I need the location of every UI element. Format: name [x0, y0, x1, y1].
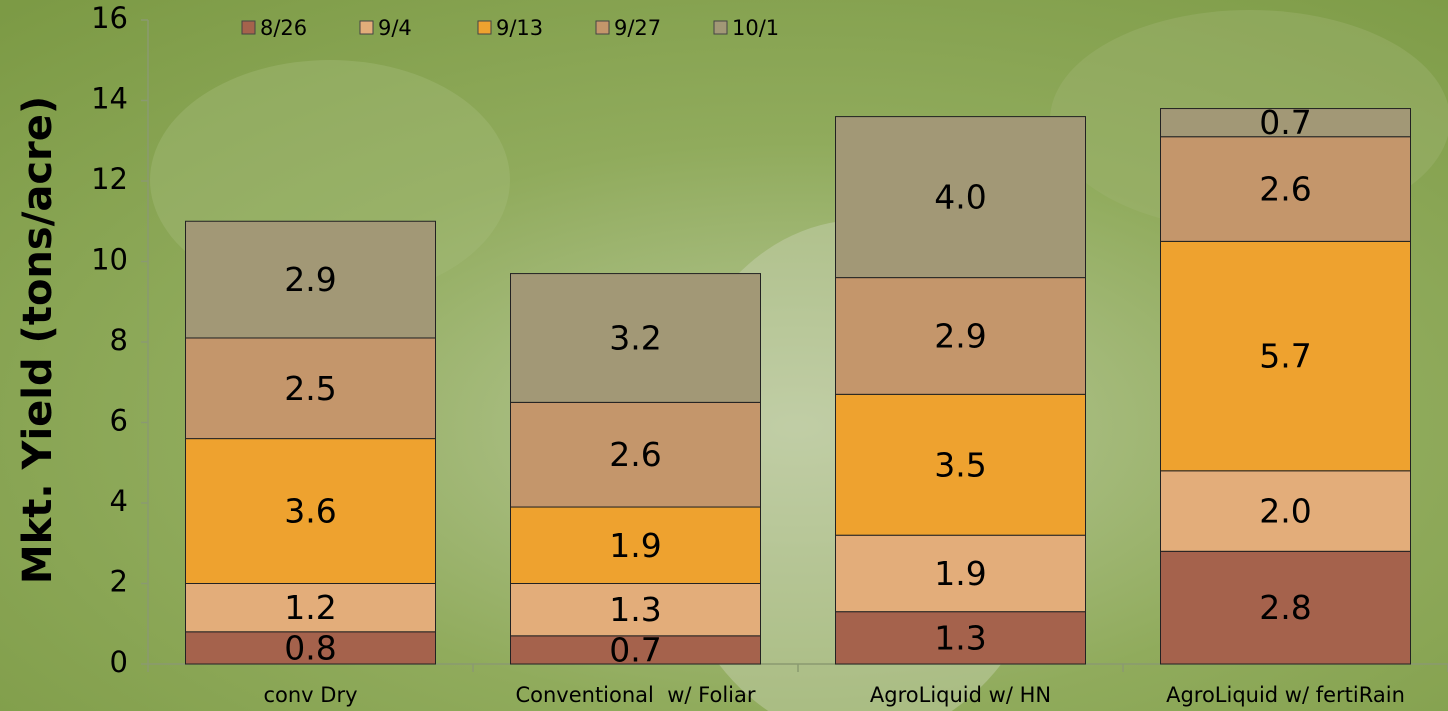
- y-tick-label: 16: [91, 1, 128, 35]
- x-tick-label: conv Dry: [263, 683, 357, 707]
- legend-swatch: [714, 21, 727, 34]
- data-label: 2.0: [1259, 492, 1311, 531]
- y-tick-label: 8: [110, 323, 128, 357]
- x-tick-label: Conventional w/ Foliar: [515, 683, 755, 707]
- data-label: 2.8: [1259, 588, 1311, 627]
- data-label: 2.5: [284, 369, 336, 408]
- legend-swatch: [596, 21, 609, 34]
- legend-swatch: [242, 21, 255, 34]
- legend-label: 9/4: [378, 16, 412, 40]
- data-label: 0.8: [284, 628, 336, 667]
- data-label: 3.6: [284, 492, 336, 531]
- data-label: 2.9: [284, 260, 336, 299]
- data-label: 2.6: [1259, 170, 1311, 209]
- data-label: 1.9: [609, 526, 661, 565]
- data-label: 2.6: [609, 435, 661, 474]
- data-label: 5.7: [1259, 337, 1311, 376]
- legend-label: 8/26: [260, 16, 307, 40]
- y-tick-label: 12: [91, 162, 128, 196]
- data-label: 3.2: [609, 318, 661, 357]
- y-tick-label: 4: [110, 484, 128, 518]
- legend-label: 9/13: [496, 16, 543, 40]
- x-tick-label: AgroLiquid w/ HN: [870, 683, 1051, 707]
- data-label: 3.5: [934, 445, 986, 484]
- y-tick-label: 6: [110, 404, 128, 438]
- data-label: 4.0: [934, 178, 986, 217]
- data-label: 0.7: [1259, 103, 1311, 142]
- x-tick-label: AgroLiquid w/ fertiRain: [1166, 683, 1405, 707]
- data-label: 1.3: [609, 590, 661, 629]
- legend-swatch: [360, 21, 373, 34]
- chart: Mkt. Yield (tons/acre) 02468101214160.81…: [0, 0, 1448, 711]
- y-tick-label: 0: [110, 645, 128, 679]
- y-tick-label: 10: [91, 243, 128, 277]
- legend-label: 9/27: [614, 16, 661, 40]
- y-tick-label: 2: [110, 565, 128, 599]
- data-label: 2.9: [934, 316, 986, 355]
- legend-label: 10/1: [732, 16, 779, 40]
- y-axis-label: Mkt. Yield (tons/acre): [15, 96, 61, 584]
- data-label: 1.2: [284, 588, 336, 627]
- data-label: 1.3: [934, 618, 986, 657]
- legend-swatch: [478, 21, 491, 34]
- y-tick-label: 14: [91, 82, 128, 116]
- data-label: 1.9: [934, 554, 986, 593]
